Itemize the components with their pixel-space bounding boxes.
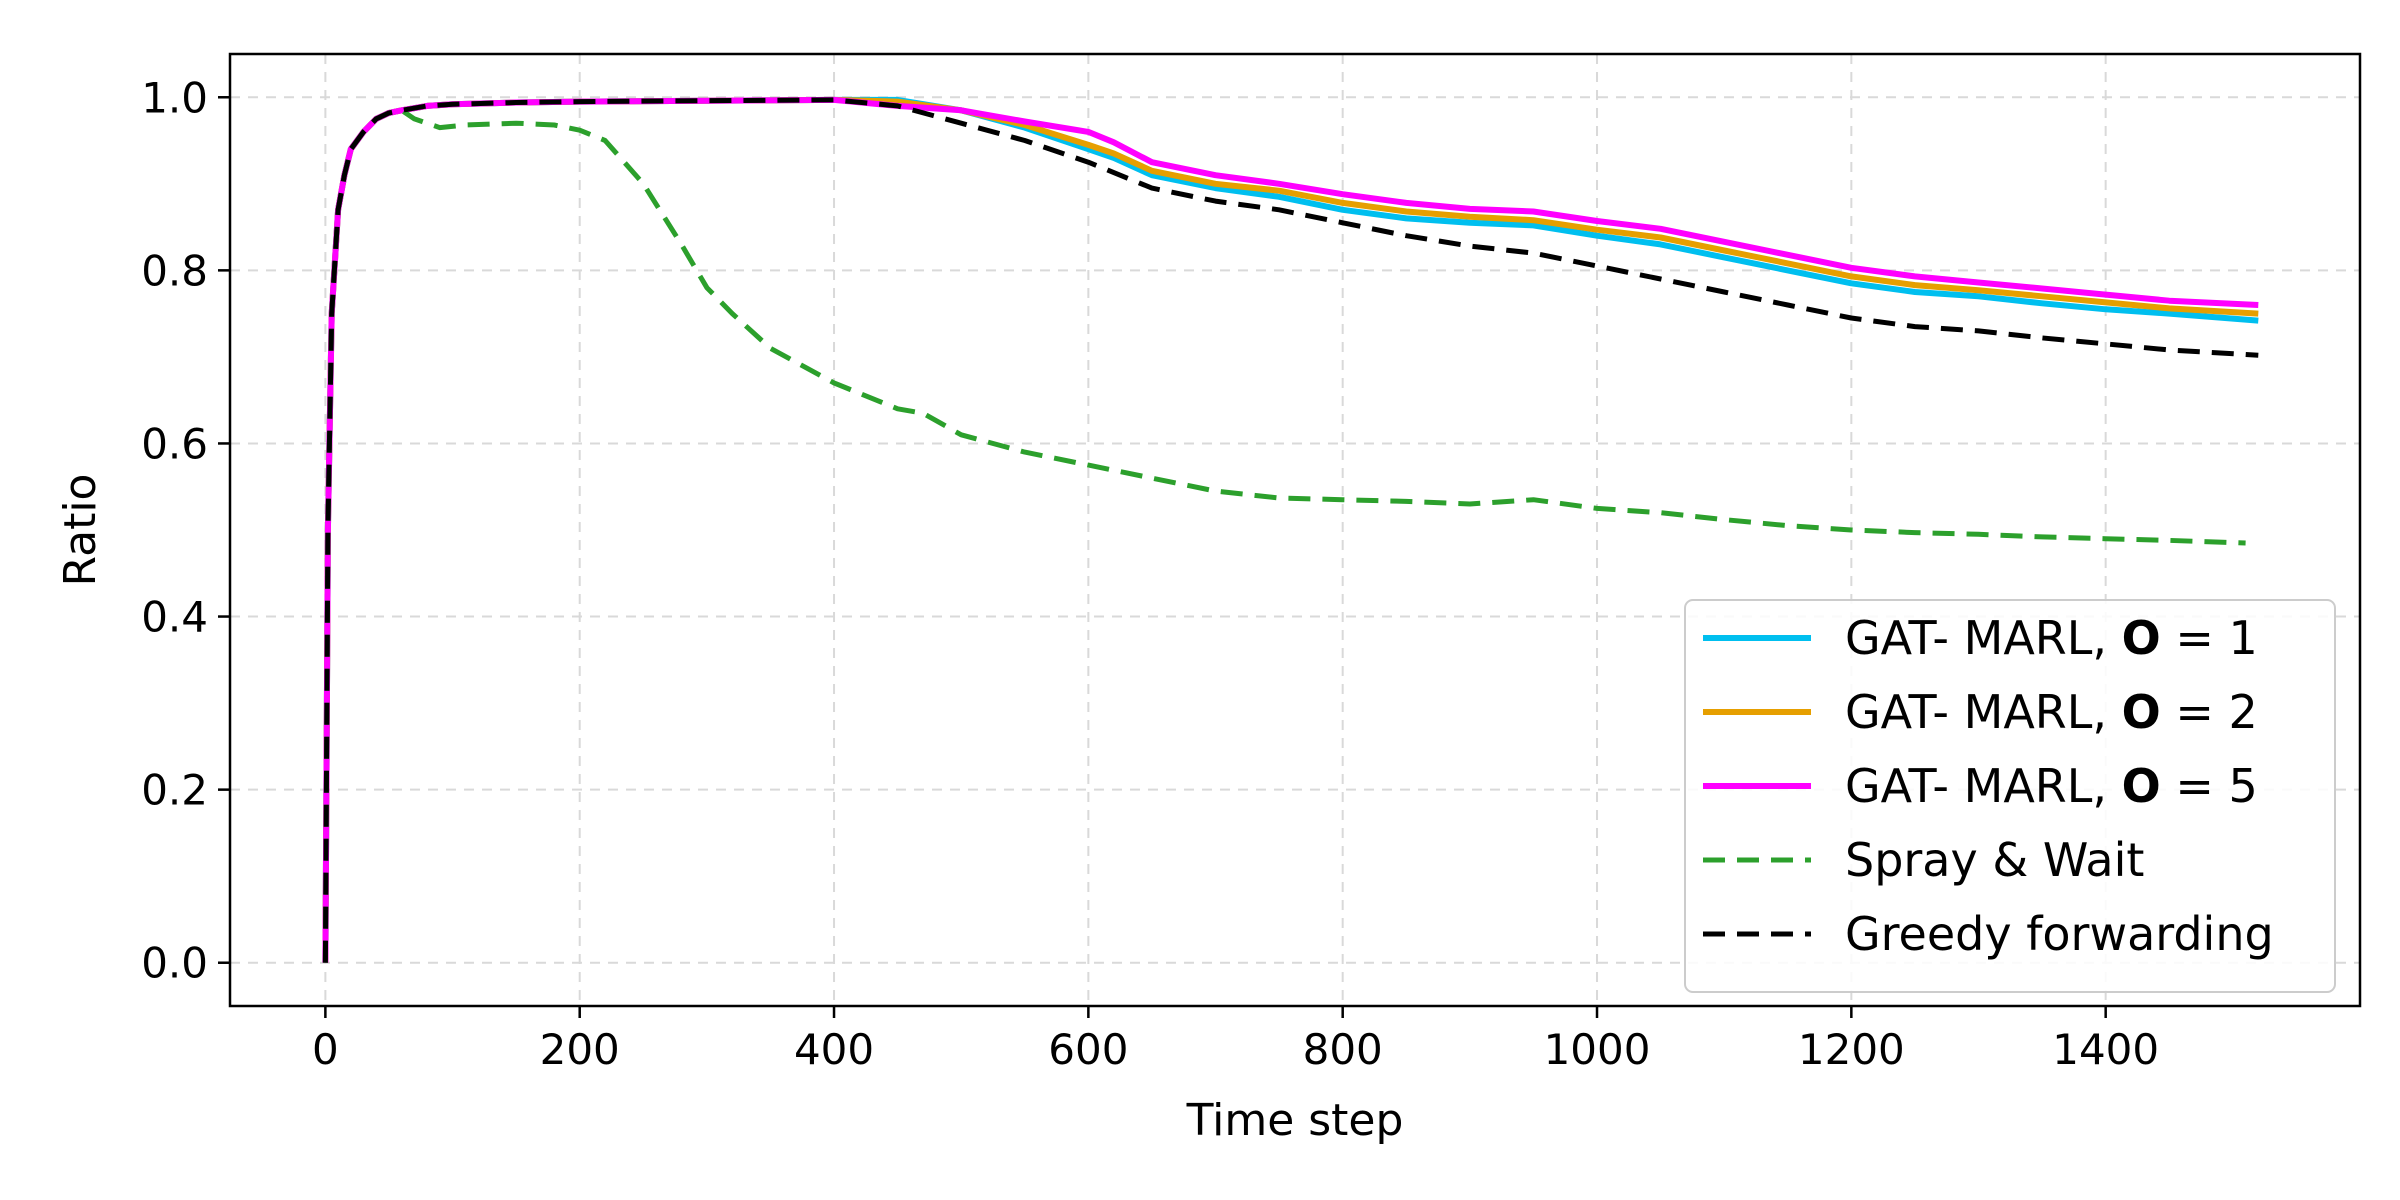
y-tick-label: 0.6 — [141, 419, 208, 468]
series-line-5 — [322, 97, 2259, 963]
y-axis-title: Ratio — [55, 474, 106, 587]
x-tick-label: 600 — [1048, 1025, 1128, 1074]
x-tick-label: 800 — [1303, 1025, 1383, 1074]
legend-label-5: Greedy forwarding — [1845, 907, 2274, 961]
y-tick-label: 0.2 — [141, 766, 208, 815]
plot-frame — [228, 52, 2362, 1008]
axis-ticks: 0 200 400 600 800 1000 1200 1400 0.0 0.2 0.4 0.6 0.8… — [141, 73, 2159, 1074]
y-tick-label: 0.0 — [141, 939, 208, 988]
series-line-3 — [322, 96, 2259, 963]
legend-label-2: GAT- MARL, O = 2 — [1845, 685, 2258, 739]
legend-label-3: GAT- MARL, O = 5 — [1845, 759, 2258, 813]
legend-box — [1684, 599, 2336, 993]
x-tick-label: 400 — [794, 1025, 874, 1074]
x-tick-label: 1400 — [2052, 1025, 2159, 1074]
legend-label-1: GAT- MARL, O = 1 — [1845, 611, 2258, 665]
x-tick-label: 1000 — [1544, 1025, 1651, 1074]
y-tick-label: 0.8 — [141, 246, 208, 295]
x-axis-title: Time step — [1186, 1095, 1404, 1146]
legend: GAT- MARL, O = 1 GAT- MARL, O = 2 GAT- MAR… — [1684, 599, 2336, 993]
x-tick-label: 0 — [312, 1025, 339, 1074]
series-lines — [322, 96, 2259, 963]
x-tick-label: 200 — [540, 1025, 620, 1074]
y-tick-label: 1.0 — [141, 73, 208, 122]
y-tick-label: 0.4 — [141, 593, 208, 642]
legend-label-4: Spray & Wait — [1845, 833, 2144, 887]
x-tick-label: 1200 — [1798, 1025, 1905, 1074]
